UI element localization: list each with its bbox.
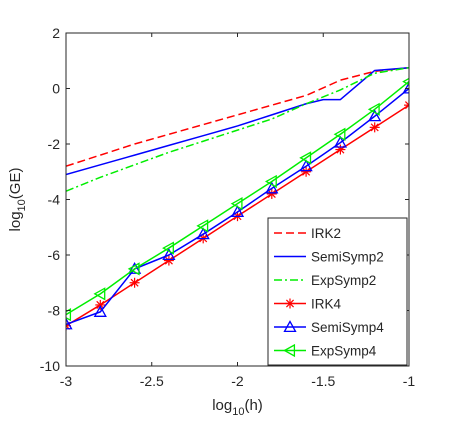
series-irk4-point-2 [129, 277, 140, 288]
series-semisymp2 [66, 66, 409, 176]
series-irk4-point-3 [163, 255, 174, 266]
series-expsymp4-point-4 [196, 219, 209, 233]
series-expsymp4-point-8 [333, 127, 346, 141]
series-semisymp4-point-5 [230, 205, 245, 218]
series-irk4-point-3-d2 [164, 256, 173, 265]
series-irk4-point-9 [369, 122, 380, 133]
legend-entry-expsymp4: ExpSymp4 [274, 344, 377, 359]
legend-entry-irk2: IRK2 [274, 226, 341, 241]
x-tick-label-4: -1 [403, 373, 416, 389]
series-semisymp4-point-7 [299, 159, 313, 172]
legend-entry-irk4-marker [285, 298, 295, 309]
series-irk4-point-6 [266, 188, 277, 199]
series-semisymp4-point-1 [93, 305, 107, 317]
series-semisymp4-point-9 [368, 109, 382, 122]
x-axis-label-sub: 10 [232, 406, 244, 418]
series-expsymp4 [66, 77, 409, 322]
legend-entry-semisymp2: SemiSymp2 [274, 250, 384, 265]
series-irk4-point-1-d2 [96, 300, 105, 309]
legend-entry-expsymp2: ExpSymp2 [274, 273, 376, 288]
series-semisymp4-line [66, 87, 409, 326]
legend-box [267, 217, 408, 366]
y-tick-label-3: -4 [48, 192, 61, 208]
legend-entry-semisymp4-marker [283, 320, 297, 333]
series-expsymp4-point-9 [367, 102, 380, 116]
series-expsymp4-point-3 [162, 241, 174, 255]
y-axis-label-arg: (GE) [7, 168, 24, 200]
x-axis-label: log10(h) [212, 397, 263, 418]
series-irk4-point-10-d1 [404, 101, 409, 106]
legend-entry-irk4: IRK4 [274, 297, 342, 312]
series-expsymp4-point-0 [66, 308, 72, 322]
x-tick-label-2: -2 [231, 373, 244, 389]
legend-entry-semisymp2-label: SemiSymp2 [311, 250, 384, 265]
series-irk2-line [66, 66, 409, 167]
series-irk4-point-7 [301, 166, 312, 177]
series-irk4-point-1 [95, 299, 106, 310]
series-semisymp4-point-0 [66, 317, 73, 330]
series-expsymp4-point-5 [230, 197, 243, 211]
series-irk4-point-7-d2 [302, 167, 311, 176]
legend-entry-irk2-label: IRK2 [311, 226, 341, 241]
legend-entry-expsymp2-label: ExpSymp2 [311, 273, 376, 288]
legend-entry-semisymp4: SemiSymp4 [274, 320, 384, 335]
y-axis-label-sub: 10 [16, 199, 28, 211]
y-tick-label-1: -8 [48, 303, 61, 319]
series-semisymp4-point-2 [127, 262, 142, 274]
series-expsymp4-point-6 [264, 174, 277, 189]
series-semisymp4-point-3 [162, 248, 176, 261]
series-expsymp4-point-2 [127, 262, 140, 276]
series-irk2 [66, 66, 409, 167]
y-tick-label-2: -6 [48, 247, 61, 263]
series-irk4-point-8 [335, 144, 346, 155]
series-expsymp4-point-7 [299, 151, 312, 165]
x-axis-label-main: log [212, 397, 232, 414]
x-tick-label-3: -1.5 [311, 373, 335, 389]
series-irk4-point-10-d2 [404, 104, 409, 110]
series-semisymp2-line [66, 66, 409, 176]
y-axis-label-main: log [7, 211, 24, 231]
legend-entry-expsymp4-label: ExpSymp4 [311, 344, 377, 359]
legend-entry-irk4-marker-d2 [285, 299, 295, 308]
x-axis-label-arg: (h) [244, 397, 262, 414]
x-tick-label-0: -3 [60, 373, 73, 389]
legend-entry-semisymp4-label: SemiSymp4 [311, 320, 384, 335]
series-irk4-point-9-d2 [370, 123, 379, 132]
series-expsymp2-line [66, 66, 409, 192]
series-expsymp2 [66, 66, 409, 192]
series-semisymp4-point-4 [196, 227, 210, 240]
series-irk4-point-6-d2 [267, 189, 276, 198]
y-tick-label-0: -10 [40, 358, 60, 374]
legend-entry-expsymp4-marker [283, 343, 296, 358]
legend-entry-irk4-label: IRK4 [311, 297, 342, 312]
series-semisymp4-point-6 [265, 181, 279, 194]
series-semisymp4-point-10 [402, 81, 409, 94]
x-tick-label-1: -2.5 [140, 373, 164, 389]
series-semisymp4-point-8 [333, 135, 348, 148]
legend: IRK2 SemiSymp2 ExpSymp2 IRK4 SemiSymp4 ExpSym… [267, 217, 408, 366]
series-irk4-point-2-d2 [130, 278, 139, 287]
series-expsymp4-line [66, 80, 409, 316]
series-expsymp4-point-10 [402, 77, 409, 86]
y-tick-label-5: 0 [52, 81, 60, 97]
y-axis-label: log10(GE) [7, 168, 28, 232]
series-semisymp4 [66, 81, 409, 330]
series-irk4-point-10 [404, 100, 409, 111]
y-tick-label-6: 2 [52, 25, 60, 41]
y-tick-label-4: -2 [48, 136, 61, 152]
series-expsymp4-point-1 [93, 287, 106, 301]
series-layer [66, 66, 409, 331]
axes-layer: -3 -2.5 -2 -1.5 -1 -10 -8 -6 -4 -2 0 2 [40, 25, 416, 389]
